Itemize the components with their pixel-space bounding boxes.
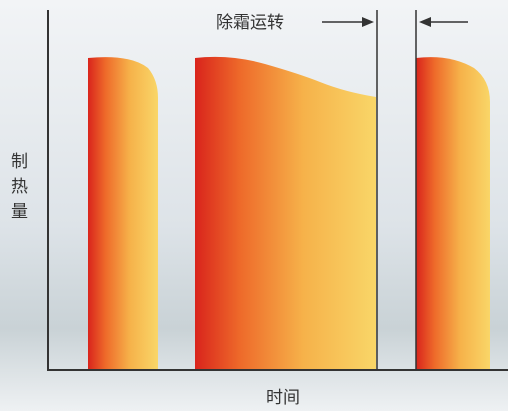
- arrowhead: [419, 17, 431, 27]
- x-axis-label: 时间: [266, 388, 300, 408]
- heating-block: [416, 57, 490, 370]
- heating-block: [195, 56, 376, 370]
- defrost-label: 除霜运转: [216, 13, 284, 33]
- heating-block: [88, 57, 158, 370]
- arrowhead: [362, 17, 374, 27]
- y-axis-label: 制热量: [7, 152, 27, 227]
